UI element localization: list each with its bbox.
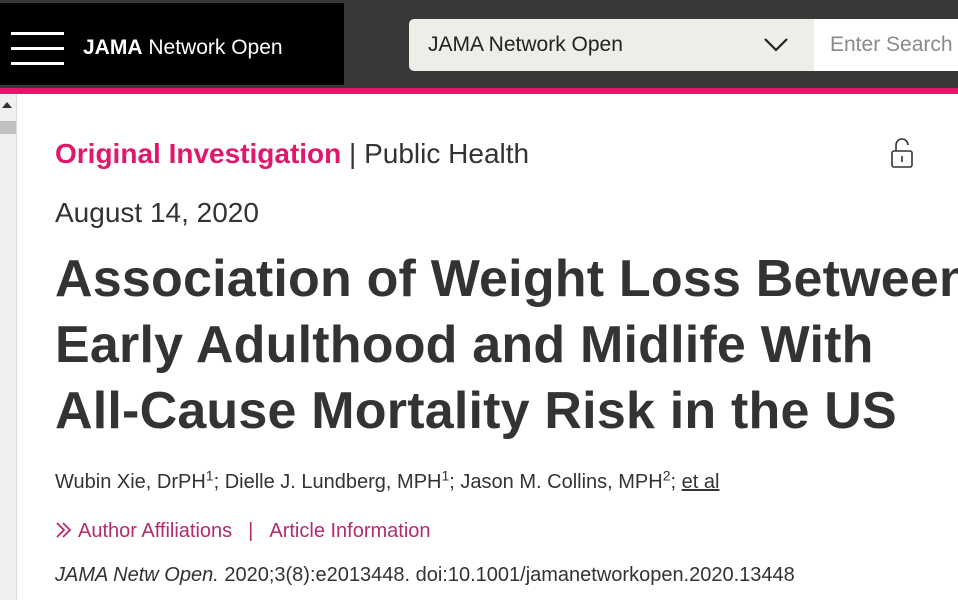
scroll-up-icon[interactable] [2, 102, 12, 108]
unlock-icon[interactable] [887, 136, 917, 170]
author-name[interactable]: Wubin Xie, DrPH [55, 471, 206, 493]
author-name[interactable]: Dielle J. Lundberg, MPH [224, 471, 442, 493]
brand-rest: Network Open [142, 36, 283, 59]
brand-bold: JAMA [83, 36, 143, 59]
author-name[interactable]: Jason M. Collins, MPH [460, 471, 663, 493]
scrollbar[interactable] [0, 94, 17, 600]
author-affiliation-number: 1 [205, 467, 214, 484]
title-line: All-Cause Mortality Risk in the US [55, 382, 897, 440]
citation-journal: JAMA Netw Open. [55, 564, 219, 586]
publish-date: August 14, 2020 [55, 197, 259, 228]
author-separator: ; [449, 471, 461, 493]
chevron-down-icon [764, 38, 788, 52]
title-line: Early Adulthood and Midlife With [55, 316, 874, 374]
article-links: Author Affiliations | Article Information [55, 517, 431, 545]
article-kicker: Original Investigation | Public Health [55, 136, 529, 172]
author-affiliation-number: 2 [662, 467, 671, 484]
author-affiliations-label: Author Affiliations [78, 520, 233, 542]
brand-area: JAMA Network Open [0, 3, 344, 85]
journal-select-value: JAMA Network Open [428, 33, 623, 56]
site-logo[interactable]: JAMA Network Open [83, 35, 283, 61]
link-divider: | [248, 520, 254, 542]
author-list: Wubin Xie, DrPH1; Dielle J. Lundberg, MP… [55, 468, 719, 496]
search-input[interactable] [814, 19, 958, 71]
et-al-link[interactable]: et al [681, 471, 720, 493]
author-affiliations-link[interactable]: Author Affiliations [55, 520, 232, 542]
author-affiliation-number: 1 [441, 467, 450, 484]
scrollbar-thumb[interactable] [0, 121, 16, 134]
accent-bar [0, 88, 958, 94]
author-separator: ; [213, 471, 225, 493]
top-bar: JAMA Network Open JAMA Network Open [0, 0, 958, 88]
article-information-link[interactable]: Article Information [269, 520, 431, 542]
citation-details: 2020;3(8):e2013448. doi:10.1001/jamanetw… [218, 564, 795, 586]
citation: JAMA Netw Open. 2020;3(8):e2013448. doi:… [55, 561, 795, 589]
title-line: Association of Weight Loss Between [55, 250, 958, 308]
kicker-separator: | [341, 138, 365, 169]
article-title: Association of Weight Loss Between Early… [55, 246, 958, 444]
article-type[interactable]: Original Investigation [55, 138, 342, 169]
double-chevron-right-icon [56, 522, 72, 538]
menu-icon[interactable] [11, 32, 64, 65]
author-separator: ; [670, 471, 682, 493]
journal-select[interactable]: JAMA Network Open [409, 19, 814, 71]
article-topic[interactable]: Public Health [364, 138, 530, 169]
